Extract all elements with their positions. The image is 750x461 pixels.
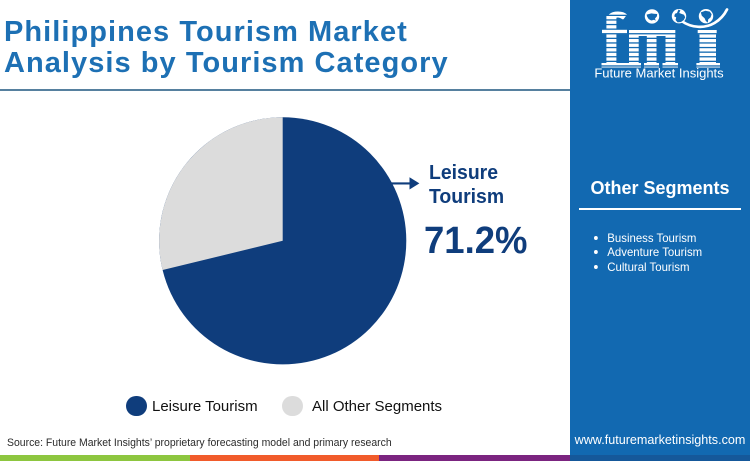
svg-text:Future Market Insights: Future Market Insights (594, 66, 724, 81)
